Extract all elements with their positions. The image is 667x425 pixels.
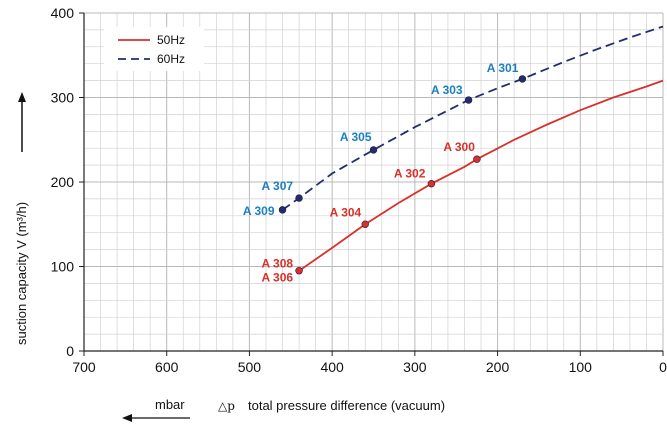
axes (79, 12, 664, 356)
data-point-a305 (369, 146, 378, 154)
data-point-a301 (518, 75, 527, 83)
point-label-a305: A 305 (340, 130, 372, 144)
point-label-a308: A 308 (261, 257, 293, 271)
y-tick-label: 200 (51, 174, 75, 190)
data-point-a309 (278, 206, 287, 214)
data-point-a303 (464, 96, 473, 104)
y-axis-arrowhead (18, 92, 26, 102)
series-line-60hz (281, 25, 664, 211)
x-tick-label: 400 (320, 359, 344, 375)
point-label-a307: A 307 (261, 179, 293, 193)
point-label-a309: A 309 (243, 204, 275, 218)
x-tick-label: 300 (403, 359, 427, 375)
legend: 50Hz 60Hz (104, 27, 204, 71)
legend-label-60hz: 60Hz (157, 52, 185, 66)
x-tick-label: 200 (486, 359, 510, 375)
x-tick-label: 100 (569, 359, 593, 375)
x-axis-title: mbar △p total pressure difference (vacuu… (122, 397, 445, 422)
data-point-a300 (473, 155, 481, 163)
y-tick-label: 400 (51, 5, 75, 21)
data-point-a307 (295, 194, 303, 202)
x-axis-unit: mbar (155, 397, 185, 412)
y-tick-label: 300 (51, 90, 75, 106)
point-label-a306: A 306 (261, 271, 293, 285)
point-label-a300: A 300 (443, 140, 475, 154)
legend-box (104, 27, 204, 71)
legend-label-50hz: 50Hz (157, 33, 185, 47)
x-tick-label: 600 (155, 359, 179, 375)
data-point-a304 (361, 220, 369, 228)
y-tick-label: 100 (51, 259, 75, 275)
grid (83, 12, 664, 352)
y-axis-label: suction capacity V (m³/h) (14, 202, 29, 345)
y-axis-title: suction capacity V (m³/h) (14, 92, 29, 345)
point-label-a304: A 304 (330, 205, 362, 219)
point-label-a303: A 303 (431, 83, 463, 97)
x-axis-delta-p: △p (218, 399, 235, 413)
x-tick-label: 500 (238, 359, 262, 375)
data-point-a302 (427, 179, 436, 188)
x-axis-arrowhead (122, 414, 132, 422)
point-label-a301: A 301 (487, 61, 519, 75)
x-axis-label: total pressure difference (vacuum) (248, 398, 445, 413)
x-tick-labels: 700 600 500 400 300 200 100 0 (72, 359, 667, 375)
x-tick-label: 700 (72, 359, 96, 375)
y-tick-label: 0 (66, 343, 74, 359)
point-label-a302: A 302 (394, 167, 426, 181)
x-tick-label: 0 (659, 359, 667, 375)
data-point-a308 (295, 267, 303, 275)
y-tick-labels: 0 100 200 300 400 (51, 5, 75, 359)
data-points (278, 75, 527, 275)
